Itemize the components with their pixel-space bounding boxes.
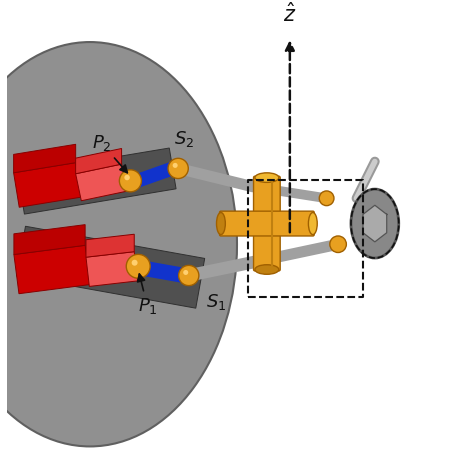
Polygon shape: [363, 205, 387, 242]
Circle shape: [126, 255, 150, 278]
Polygon shape: [14, 144, 76, 173]
Circle shape: [183, 270, 188, 275]
FancyBboxPatch shape: [254, 176, 280, 271]
Text: $\hat{z}$: $\hat{z}$: [283, 2, 297, 26]
Circle shape: [173, 163, 178, 168]
Ellipse shape: [255, 265, 279, 274]
Polygon shape: [14, 246, 90, 294]
Circle shape: [319, 191, 334, 206]
Ellipse shape: [0, 42, 237, 447]
Polygon shape: [86, 252, 137, 286]
Polygon shape: [14, 163, 81, 207]
FancyBboxPatch shape: [219, 211, 314, 236]
Circle shape: [119, 170, 141, 192]
Polygon shape: [86, 234, 134, 257]
Circle shape: [330, 236, 346, 253]
Polygon shape: [76, 148, 122, 174]
Text: $S_2$: $S_2$: [174, 128, 194, 148]
Text: $P_2$: $P_2$: [91, 133, 128, 173]
Circle shape: [179, 265, 199, 286]
Ellipse shape: [309, 212, 317, 235]
Polygon shape: [14, 225, 85, 255]
Text: $P_1$: $P_1$: [137, 274, 157, 316]
Ellipse shape: [255, 173, 279, 182]
Polygon shape: [18, 148, 176, 214]
Polygon shape: [76, 164, 127, 201]
Circle shape: [132, 260, 137, 266]
Circle shape: [168, 158, 188, 179]
Circle shape: [124, 175, 130, 180]
Polygon shape: [17, 226, 205, 308]
Text: $S_1$: $S_1$: [206, 292, 227, 312]
Ellipse shape: [351, 189, 399, 258]
Ellipse shape: [217, 212, 225, 235]
